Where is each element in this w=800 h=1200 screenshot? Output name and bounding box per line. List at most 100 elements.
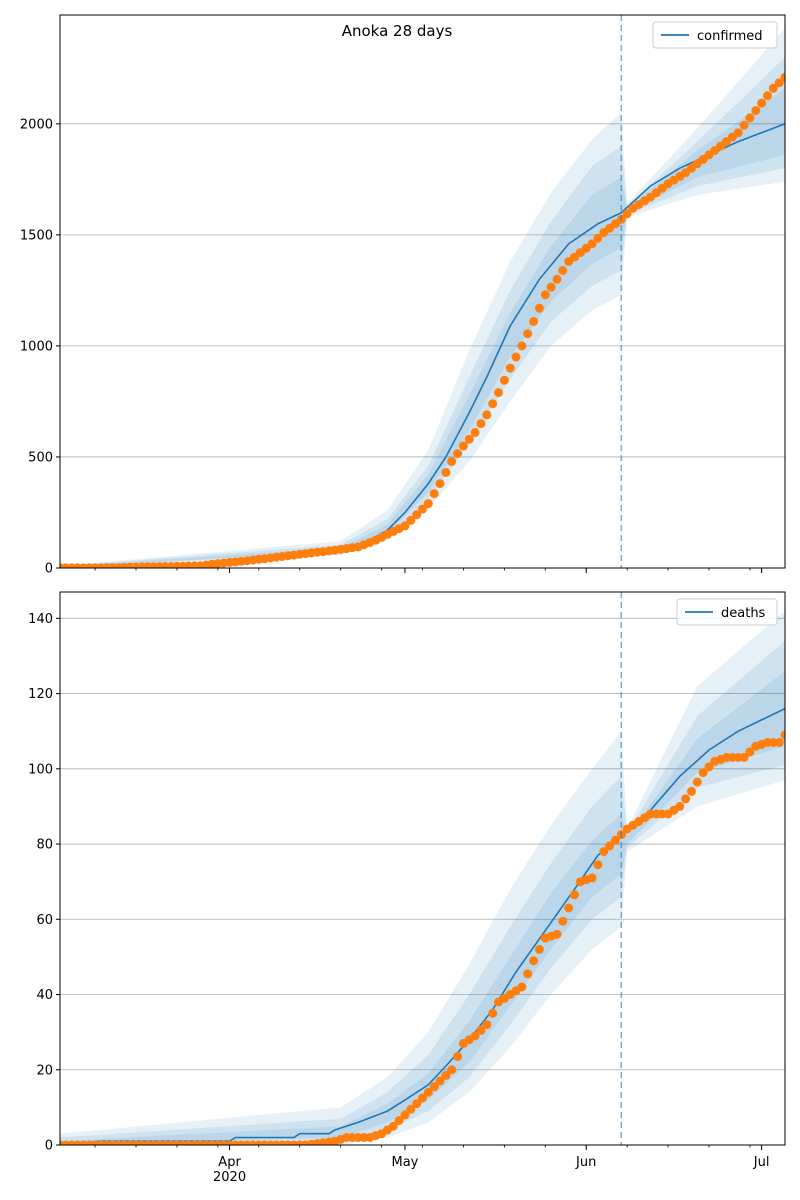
- legend-box: [676, 598, 778, 626]
- observed-point: [435, 1076, 445, 1086]
- plot-area: [60, 28, 785, 568]
- observed-point: [599, 847, 609, 857]
- observed-point: [757, 98, 767, 108]
- uncertainty-band-2: [60, 57, 785, 568]
- legend-box: [652, 21, 778, 49]
- y-tick-label: 20: [36, 1063, 53, 1078]
- observed-point: [558, 265, 568, 275]
- observed-point: [470, 1031, 480, 1041]
- observed-point: [558, 916, 568, 926]
- observed-point: [587, 873, 597, 883]
- observed-point: [505, 363, 515, 373]
- observed-point: [687, 786, 696, 796]
- observed-point: [517, 341, 527, 351]
- y-tick-label: 1500: [20, 228, 53, 243]
- uncertainty-band-3: [60, 88, 785, 568]
- observed-point: [763, 91, 772, 101]
- y-tick-label: 40: [36, 988, 53, 1003]
- observed-point: [739, 120, 749, 130]
- y-tick-label: 120: [28, 687, 53, 702]
- observed-point: [780, 72, 785, 82]
- x-tick-label: Jul: [753, 1155, 770, 1170]
- observed-point: [511, 352, 521, 362]
- observed-point: [593, 860, 603, 870]
- observed-point: [476, 1025, 486, 1035]
- observed-point: [482, 1020, 492, 1030]
- observed-point: [552, 929, 562, 939]
- observed-point: [745, 113, 755, 123]
- observed-point: [482, 410, 492, 420]
- observed-point: [488, 399, 498, 409]
- observed-point: [534, 944, 544, 954]
- x-tick-label: Jun: [575, 1155, 596, 1170]
- observed-point: [751, 106, 761, 115]
- legend-label: deaths: [721, 606, 766, 621]
- legend: confirmed: [652, 21, 778, 49]
- observed-point: [447, 456, 457, 466]
- observed-point: [423, 499, 433, 509]
- observed-point: [774, 78, 784, 88]
- observed-point: [470, 428, 480, 437]
- observed-point: [418, 1093, 427, 1103]
- y-tick-label: 500: [28, 450, 53, 465]
- observed-point: [564, 903, 574, 913]
- observed-point: [546, 282, 556, 292]
- observed-point: [523, 329, 533, 339]
- observed-point: [441, 1070, 451, 1080]
- x-tick-label: 2020: [213, 1170, 246, 1185]
- y-tick-label: 0: [45, 562, 53, 577]
- observed-point: [423, 1087, 433, 1097]
- observed-point: [739, 753, 749, 762]
- observed-point: [774, 738, 784, 747]
- x-tick-label: May: [392, 1155, 419, 1170]
- observed-point: [453, 449, 463, 459]
- observed-point: [394, 1116, 404, 1125]
- y-tick-label: 1000: [20, 339, 53, 354]
- observed-point: [610, 835, 620, 845]
- observed-point: [675, 801, 685, 811]
- observed-point: [534, 303, 544, 313]
- observed-point: [400, 1110, 410, 1120]
- x-tick-label: Apr: [218, 1155, 241, 1170]
- y-tick-label: 140: [28, 612, 53, 627]
- y-tick-label: 80: [36, 838, 53, 853]
- observed-point: [780, 730, 785, 740]
- observed-point: [768, 83, 778, 93]
- observed-point: [570, 890, 579, 900]
- plot-area: [60, 610, 785, 1145]
- observed-point: [494, 388, 503, 398]
- observed-point: [698, 768, 708, 778]
- observed-point: [733, 128, 743, 138]
- observed-point: [745, 747, 755, 757]
- observed-point: [429, 1082, 439, 1092]
- observed-point: [540, 290, 550, 300]
- observed-point: [529, 956, 539, 966]
- observed-point: [692, 777, 702, 787]
- observed-point: [488, 1008, 498, 1018]
- chart-title: Anoka 28 days: [342, 22, 453, 40]
- observed-point: [406, 1104, 416, 1114]
- observed-point: [587, 239, 597, 249]
- observed-point: [523, 969, 533, 979]
- observed-point: [453, 1052, 463, 1062]
- uncertainty-band-1: [60, 28, 785, 568]
- y-tick-label: 60: [36, 913, 53, 928]
- observed-point: [400, 521, 410, 531]
- observed-point: [464, 434, 474, 444]
- observed-point: [388, 1121, 398, 1131]
- observed-point: [622, 209, 632, 219]
- y-tick-label: 0: [45, 1139, 53, 1154]
- observed-point: [441, 468, 451, 477]
- legend: deaths: [676, 598, 778, 626]
- confirmed-panel: 0 500 1000 1500 2000 confirmed: [20, 14, 786, 577]
- observed-point: [458, 441, 468, 451]
- observed-point: [605, 841, 615, 851]
- y-tick-label: 2000: [20, 117, 53, 132]
- observed-point: [704, 762, 714, 772]
- observed-point: [412, 1099, 422, 1109]
- observed-point: [406, 515, 416, 525]
- observed-point: [681, 794, 691, 804]
